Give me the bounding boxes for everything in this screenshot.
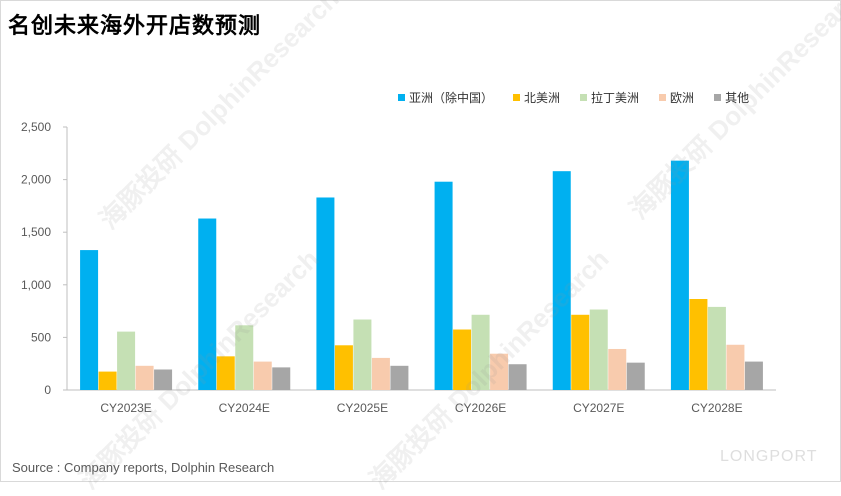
bar-other bbox=[272, 367, 291, 390]
bar-north-america bbox=[98, 371, 117, 390]
legend-swatch-other bbox=[714, 94, 722, 101]
y-tick-label: 0 bbox=[44, 383, 51, 397]
bar-north-america bbox=[689, 299, 708, 390]
bar-other bbox=[508, 364, 527, 390]
bar-europe bbox=[135, 365, 154, 390]
y-tick-label: 1,500 bbox=[21, 225, 51, 239]
legend-item-north-america: 北美洲 bbox=[513, 89, 560, 106]
bar-europe bbox=[608, 348, 627, 390]
bar-latin-america bbox=[471, 314, 490, 390]
bar-latin-america bbox=[589, 309, 608, 390]
bar-other bbox=[744, 361, 763, 390]
bar-europe bbox=[253, 361, 272, 390]
bar-europe bbox=[490, 353, 509, 390]
bar-other bbox=[626, 362, 645, 390]
bar-asia bbox=[552, 171, 571, 390]
y-tick-label: 500 bbox=[31, 330, 51, 344]
legend-item-asia: 亚洲（除中国） bbox=[398, 89, 493, 106]
x-tick-label: CY2025E bbox=[337, 401, 388, 415]
legend-item-europe: 欧洲 bbox=[659, 89, 694, 106]
bar-north-america bbox=[571, 314, 590, 390]
source-note: Source : Company reports, Dolphin Resear… bbox=[12, 460, 275, 475]
y-tick-label: 1,000 bbox=[21, 278, 51, 292]
bar-chart: 0 500 1,000 1,500 2,000 2,500 CY2023E CY2024E CY… bbox=[21, 120, 776, 415]
legend: 亚洲（除中国） 北美洲 拉丁美洲 欧洲 其他 bbox=[398, 89, 749, 106]
x-tick-label: CY2024E bbox=[219, 401, 270, 415]
legend-item-other: 其他 bbox=[714, 89, 749, 106]
bar-latin-america bbox=[235, 325, 254, 390]
longport-logo: LONGPORT bbox=[720, 448, 818, 465]
bar-europe bbox=[726, 344, 745, 390]
x-tick-label: CY2027E bbox=[573, 401, 624, 415]
legend-label-north-america: 北美洲 bbox=[524, 91, 561, 105]
y-tick-label: 2,500 bbox=[21, 120, 51, 134]
bar-north-america bbox=[216, 356, 235, 390]
bar-asia bbox=[198, 218, 217, 390]
legend-label-latin-america: 拉丁美洲 bbox=[591, 91, 640, 105]
bar-asia bbox=[80, 250, 99, 390]
bar-asia bbox=[316, 197, 335, 390]
legend-swatch-latin-america bbox=[580, 94, 588, 101]
bar-asia bbox=[434, 181, 453, 390]
legend-swatch-asia bbox=[398, 94, 405, 101]
bar-europe bbox=[371, 357, 390, 390]
bar-other bbox=[390, 365, 409, 390]
legend-label-other: 其他 bbox=[725, 91, 750, 105]
x-tick-label: CY2026E bbox=[455, 401, 506, 415]
legend-label-asia: 亚洲（除中国） bbox=[409, 91, 494, 105]
bar-latin-america bbox=[353, 319, 372, 390]
bar-north-america bbox=[334, 345, 353, 390]
bar-latin-america bbox=[707, 306, 726, 390]
legend-swatch-europe bbox=[659, 94, 667, 101]
legend-label-europe: 欧洲 bbox=[670, 91, 695, 105]
bar-latin-america bbox=[117, 331, 136, 390]
x-tick-label: CY2028E bbox=[691, 401, 742, 415]
chart-title: 名创未来海外开店数预测 bbox=[8, 14, 262, 39]
x-tick-label: CY2023E bbox=[100, 401, 151, 415]
y-tick-label: 2,000 bbox=[21, 173, 51, 187]
bar-other bbox=[154, 369, 173, 390]
legend-item-latin-america: 拉丁美洲 bbox=[580, 89, 639, 106]
bar-asia bbox=[670, 160, 689, 390]
legend-swatch-north-america bbox=[513, 94, 521, 101]
bar-north-america bbox=[453, 329, 472, 390]
